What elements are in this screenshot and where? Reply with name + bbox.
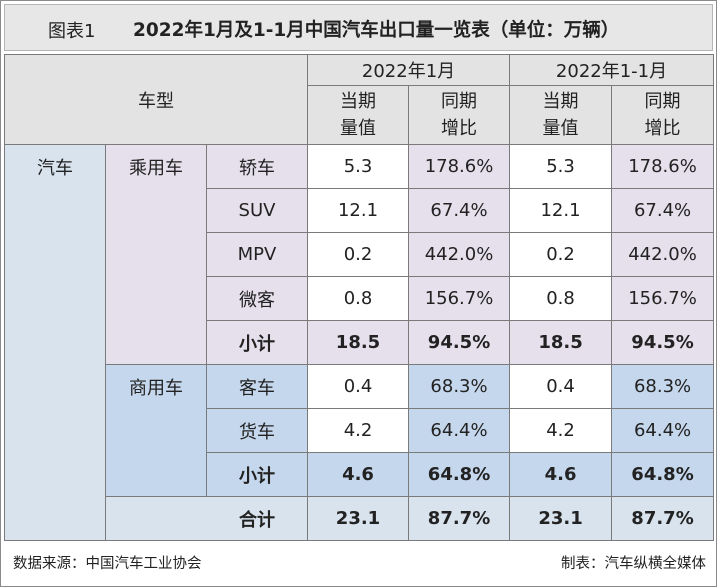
row-name: 轿车 bbox=[205, 144, 309, 189]
cum-volume: 0.2 bbox=[509, 232, 613, 277]
month-volume: 0.2 bbox=[307, 232, 410, 277]
cum-volume: 23.1 bbox=[509, 496, 613, 541]
month-volume: 18.5 bbox=[307, 320, 410, 365]
month-yoy: 94.5% bbox=[408, 320, 511, 365]
cum-yoy: 67.4% bbox=[611, 188, 715, 233]
month-volume: 4.6 bbox=[307, 452, 410, 497]
row-name: 客车 bbox=[205, 364, 309, 409]
jan-yoy-header: 同期 增比 bbox=[408, 85, 511, 145]
cum-yoy: 64.8% bbox=[611, 452, 715, 497]
yoy-header-line2: 增比 bbox=[441, 118, 478, 139]
yoy-header-line1: 同期 bbox=[441, 91, 478, 112]
row-name: SUV bbox=[205, 188, 309, 233]
jan-volume-header: 当期 量值 bbox=[307, 85, 410, 145]
month-volume: 5.3 bbox=[307, 144, 410, 189]
volume-header-line2: 量值 bbox=[340, 118, 377, 139]
cum-yoy: 178.6% bbox=[611, 144, 715, 189]
period-jan-header: 2022年1月 bbox=[307, 54, 511, 86]
month-yoy: 67.4% bbox=[408, 188, 511, 233]
month-yoy: 87.7% bbox=[408, 496, 511, 541]
table-row: 商用车 客车 0.4 68.3% 0.4 68.3% bbox=[5, 364, 715, 497]
month-volume: 23.1 bbox=[307, 496, 410, 541]
row-name: MPV bbox=[205, 232, 309, 277]
cum-yoy: 442.0% bbox=[611, 232, 715, 277]
month-yoy: 156.7% bbox=[408, 276, 511, 321]
category-commercial: 商用车 bbox=[105, 364, 207, 497]
month-volume: 0.4 bbox=[307, 364, 410, 409]
yoy-header-line1: 同期 bbox=[644, 91, 681, 112]
cum-volume-header: 当期 量值 bbox=[509, 85, 613, 145]
cum-volume: 0.4 bbox=[509, 364, 613, 409]
row-name: 小计 bbox=[205, 452, 309, 497]
table-row: 微客 0.8 156.7% 0.8 156.7% bbox=[5, 276, 715, 321]
export-table: 车型 2022年1月 2022年1-1月 当期量值 同期增比 当期量值 同期增比… bbox=[3, 54, 715, 541]
cum-volume: 0.8 bbox=[509, 276, 613, 321]
row-name: 小计 bbox=[205, 320, 309, 365]
cum-volume: 4.2 bbox=[509, 408, 613, 453]
category-auto: 汽车 bbox=[4, 144, 106, 541]
table-title: 2022年1月及1-1月中国汽车出口量一览表（单位：万辆） bbox=[133, 20, 620, 41]
category-passenger: 乘用车 bbox=[105, 144, 207, 365]
row-name: 微客 bbox=[205, 276, 309, 321]
header-row-2: 当期量值 同期增比 当期量值 同期增比 bbox=[5, 85, 715, 145]
model-header: 车型 bbox=[3, 54, 309, 145]
table-row: 汽车 乘用车 轿车 5.3 178.6% 5.3 178.6% bbox=[4, 144, 715, 541]
cum-yoy: 68.3% bbox=[611, 364, 715, 409]
volume-header-line1: 当期 bbox=[542, 91, 579, 112]
table-row: SUV 12.1 67.4% 12.1 67.4% bbox=[5, 188, 715, 233]
cum-volume: 4.6 bbox=[509, 452, 613, 497]
volume-header-line2: 量值 bbox=[542, 118, 579, 139]
subtotal-row: 小计 18.5 94.5% 18.5 94.5% bbox=[5, 320, 715, 365]
data-source: 数据来源：中国汽车工业协会 bbox=[13, 556, 202, 572]
month-yoy: 64.8% bbox=[408, 452, 511, 497]
cum-yoy: 156.7% bbox=[611, 276, 715, 321]
title-bar: 图表1 2022年1月及1-1月中国汽车出口量一览表（单位：万辆） bbox=[4, 4, 713, 51]
cum-yoy: 64.4% bbox=[611, 408, 715, 453]
subtotal-row: 小计 4.6 64.8% 4.6 64.8% bbox=[5, 452, 715, 497]
cum-yoy: 94.5% bbox=[611, 320, 715, 365]
month-yoy: 178.6% bbox=[408, 144, 511, 189]
volume-header-line1: 当期 bbox=[340, 91, 377, 112]
month-volume: 12.1 bbox=[307, 188, 410, 233]
total-label: 合计 bbox=[104, 496, 309, 541]
header-row-1: 车型 2022年1月 2022年1-1月 bbox=[3, 54, 715, 145]
figure-label: 图表1 bbox=[48, 21, 96, 42]
table-row: 货车 4.2 64.4% 4.2 64.4% bbox=[5, 408, 715, 453]
row-name: 货车 bbox=[205, 408, 309, 453]
table-row: MPV 0.2 442.0% 0.2 442.0% bbox=[5, 232, 715, 277]
month-volume: 0.8 bbox=[307, 276, 410, 321]
period-cum-header: 2022年1-1月 bbox=[509, 54, 715, 86]
month-volume: 4.2 bbox=[307, 408, 410, 453]
cum-yoy: 87.7% bbox=[611, 496, 715, 541]
cum-volume: 18.5 bbox=[509, 320, 613, 365]
month-yoy: 442.0% bbox=[408, 232, 511, 277]
cum-volume: 12.1 bbox=[509, 188, 613, 233]
cum-yoy-header: 同期 增比 bbox=[611, 85, 715, 145]
month-yoy: 68.3% bbox=[408, 364, 511, 409]
table-credit: 制表：汽车纵横全媒体 bbox=[561, 556, 706, 572]
total-row: 合计 23.1 87.7% 23.1 87.7% bbox=[5, 496, 715, 541]
month-yoy: 64.4% bbox=[408, 408, 511, 453]
yoy-header-line2: 增比 bbox=[644, 118, 681, 139]
cum-volume: 5.3 bbox=[509, 144, 613, 189]
